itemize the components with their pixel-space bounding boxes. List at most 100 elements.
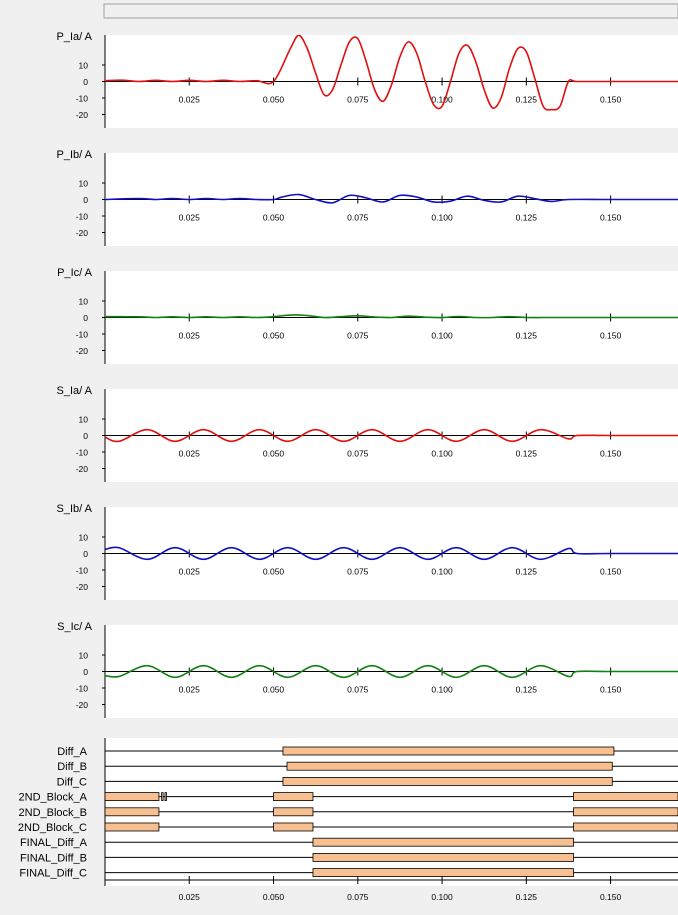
x-tick-label: 0.075 (347, 213, 369, 223)
x-tick-label: 0.075 (347, 95, 369, 105)
active-interval-bar (573, 822, 678, 832)
x-tick-label: 0.100 (431, 95, 453, 105)
y-tick-label: -20 (76, 110, 89, 120)
x-tick-label: 0.150 (600, 95, 622, 105)
y-tick-label: -20 (76, 464, 89, 474)
y-tick-label: -10 (76, 212, 89, 222)
y-tick-label: 0 (83, 667, 88, 677)
x-tick-label: 0.100 (431, 213, 453, 223)
x-tick-label: 0.150 (600, 213, 622, 223)
x-tick-label: 0.050 (263, 567, 285, 577)
channel-label: S_Ib/ A (57, 503, 93, 515)
x-tick-label: 0.150 (600, 567, 622, 577)
y-tick-label: -10 (76, 94, 89, 104)
digital-channel-label: Diff_C (57, 776, 87, 788)
x-tick-label: 0.025 (179, 95, 201, 105)
channel-label: S_Ic/ A (57, 621, 93, 633)
x-tick-label: 0.050 (263, 685, 285, 695)
x-tick-label: 0.050 (263, 331, 285, 341)
y-tick-label: -20 (76, 700, 89, 710)
x-tick-label: 0.125 (516, 331, 538, 341)
x-tick-label: 0.100 (431, 892, 453, 902)
y-tick-label: -10 (76, 448, 89, 458)
y-tick-label: -10 (76, 684, 89, 694)
analog-panel-2: P_Ic/ A 10 0 -10 -20 0.025 0.050 0.075 0.100 0.12… (57, 267, 678, 364)
x-tick-label: 0.075 (347, 892, 369, 902)
active-interval-bar (104, 792, 160, 801)
digital-channel-label: 2ND_Block_B (19, 807, 87, 819)
y-tick-label: 0 (83, 77, 88, 87)
x-tick-label: 0.025 (179, 213, 201, 223)
y-tick-label: -10 (76, 566, 89, 576)
digital-channel-label: Diff_A (57, 746, 87, 758)
x-tick-label: 0.100 (431, 567, 453, 577)
waveform-series (105, 35, 678, 111)
x-tick-label: 0.075 (347, 449, 369, 459)
y-tick-label: 0 (83, 313, 88, 323)
y-tick-label: 10 (79, 61, 89, 71)
x-tick-label: 0.125 (516, 449, 538, 459)
x-tick-label: 0.150 (600, 892, 622, 902)
digital-channel-label: FINAL_Diff_C (19, 868, 87, 880)
channel-label: P_Ic/ A (57, 267, 93, 279)
y-tick-label: -10 (76, 330, 89, 340)
digital-channel-label: 2ND_Block_C (18, 822, 87, 834)
y-tick-label: 0 (83, 549, 88, 559)
active-interval-bar (104, 807, 160, 817)
channel-label: S_Ia/ A (57, 385, 93, 397)
active-interval-bar (273, 792, 314, 801)
x-tick-label: 0.100 (431, 449, 453, 459)
analog-panel-4: S_Ib/ A 10 0 -10 -20 0.025 0.050 0.075 0.100 0.12… (57, 503, 678, 600)
x-tick-label: 0.125 (516, 892, 538, 902)
x-tick-label: 0.025 (179, 567, 201, 577)
channel-label: P_Ia/ A (57, 31, 93, 43)
active-interval-bar (161, 792, 164, 801)
x-tick-label: 0.050 (263, 213, 285, 223)
x-tick-label: 0.050 (263, 449, 285, 459)
digital-channel-label: 2ND_Block_A (19, 792, 88, 804)
x-tick-label: 0.125 (516, 213, 538, 223)
active-interval-bar (273, 807, 314, 817)
top-scroll-strip[interactable] (103, 3, 678, 19)
y-tick-label: 10 (79, 651, 89, 661)
analog-panel-1: P_Ib/ A 10 0 -10 -20 0.025 0.050 0.075 0.100 0.12… (57, 149, 678, 246)
analog-panel-3: S_Ia/ A 10 0 -10 -20 0.025 0.050 0.075 0.100 0.12… (57, 385, 678, 482)
x-tick-label: 0.025 (179, 449, 201, 459)
y-tick-label: 10 (79, 297, 89, 307)
active-interval-bar (312, 837, 574, 847)
digital-channel-label: Diff_B (57, 761, 87, 773)
active-interval-bar (282, 777, 613, 786)
x-tick-label: 0.125 (516, 95, 538, 105)
x-tick-label: 0.125 (516, 685, 538, 695)
digital-channel-label: FINAL_Diff_B (20, 852, 87, 864)
x-tick-label: 0.125 (516, 567, 538, 577)
waveform-series (105, 546, 678, 561)
x-tick-label: 0.150 (600, 331, 622, 341)
y-tick-label: 0 (83, 195, 88, 205)
analog-panel-5: S_Ic/ A 10 0 -10 -20 0.025 0.050 0.075 0.100 0.12… (57, 621, 678, 718)
waveform-series (105, 428, 678, 443)
x-tick-label: 0.100 (431, 331, 453, 341)
active-interval-bar (282, 746, 615, 756)
y-tick-label: -20 (76, 582, 89, 592)
active-interval-bar (286, 761, 613, 771)
y-tick-label: -20 (76, 346, 89, 356)
active-interval-bar (312, 853, 574, 862)
analog-panel-0: P_Ia/ A 10 0 -10 -20 0.025 0.050 0.075 0.100 0.12… (57, 31, 678, 128)
digital-panel: Diff_A Diff_B Diff_C 2ND_Block_A 2ND_Block_B… (18, 738, 678, 902)
x-tick-label: 0.150 (600, 685, 622, 695)
active-interval-bar (104, 822, 160, 832)
x-tick-label: 0.025 (179, 685, 201, 695)
y-tick-label: -20 (76, 228, 89, 238)
y-tick-label: 10 (79, 415, 89, 425)
digital-channel-label: FINAL_Diff_A (20, 837, 88, 849)
x-tick-label: 0.075 (347, 567, 369, 577)
channel-label: P_Ib/ A (57, 149, 93, 161)
y-tick-label: 10 (79, 179, 89, 189)
active-interval-bar (164, 792, 167, 801)
y-tick-label: 0 (83, 431, 88, 441)
x-tick-label: 0.025 (179, 892, 201, 902)
x-tick-label: 0.075 (347, 685, 369, 695)
x-tick-label: 0.050 (263, 95, 285, 105)
